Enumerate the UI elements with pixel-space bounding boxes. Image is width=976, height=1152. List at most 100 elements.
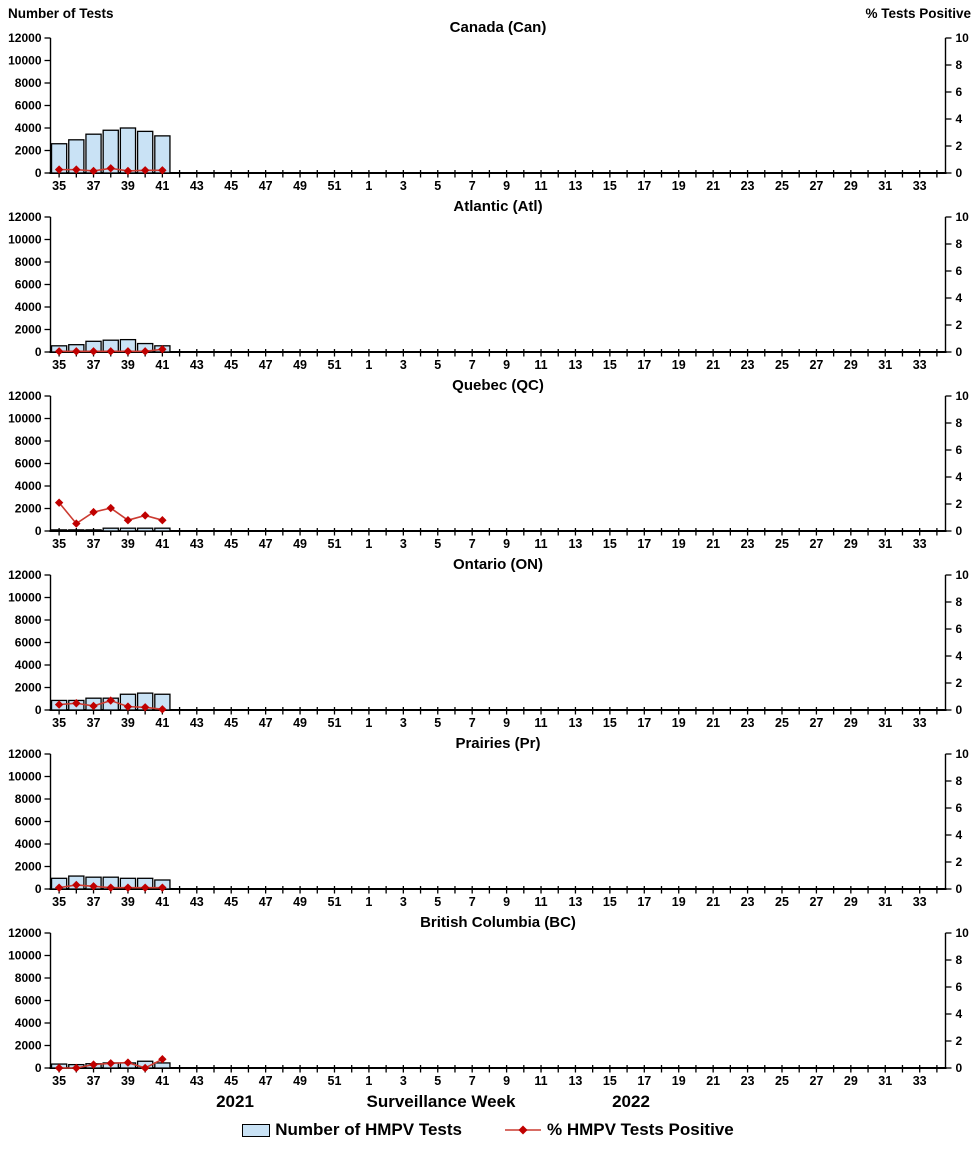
- x-tick-label: 3: [400, 1074, 407, 1086]
- left-tick-label: 2000: [15, 144, 42, 158]
- left-tick-label: 2000: [15, 502, 42, 516]
- x-tick-label: 33: [913, 895, 927, 907]
- left-tick-label: 6000: [15, 636, 42, 650]
- x-tick-label: 37: [87, 1074, 101, 1086]
- x-tick-label: 51: [328, 179, 342, 191]
- left-tick-label: 10000: [8, 412, 42, 426]
- pct-positive-marker: [54, 498, 64, 507]
- right-tick-label: 0: [956, 882, 963, 896]
- x-tick-label: 17: [637, 537, 651, 549]
- right-tick-label: 10: [956, 568, 970, 582]
- right-tick-label: 4: [956, 649, 963, 663]
- x-tick-label: 49: [293, 179, 307, 191]
- x-tick-label: 43: [190, 895, 204, 907]
- right-tick-label: 10: [956, 31, 970, 45]
- x-tick-label: 1: [365, 537, 372, 549]
- legend-item-pct: % HMPV Tests Positive: [504, 1120, 734, 1140]
- x-tick-label: 39: [121, 895, 135, 907]
- x-tick-label: 43: [190, 716, 204, 728]
- left-tick-label: 6000: [15, 815, 42, 829]
- panel-prairies: Prairies (Pr) 0 2000 4000 6000 8000 10000 12000…: [0, 728, 976, 907]
- chart-panels: Canada (Can) 0 2000 4000 6000 8000 10000 12000 0…: [0, 12, 976, 1086]
- right-tick-label: 4: [956, 1007, 963, 1021]
- x-tick-label: 23: [741, 1074, 755, 1086]
- panel-title-canada: Canada (Can): [450, 19, 547, 36]
- x-tick-label: 23: [741, 537, 755, 549]
- x-tick-label: 45: [224, 358, 238, 370]
- x-tick-label: 29: [844, 1074, 858, 1086]
- x-tick-label: 15: [603, 1074, 617, 1086]
- right-tick-label: 2: [956, 855, 963, 869]
- pct-positive-marker: [72, 1063, 81, 1073]
- left-tick-label: 6000: [15, 457, 42, 471]
- left-tick-label: 10000: [8, 54, 42, 68]
- legend-tests-label: Number of HMPV Tests: [275, 1120, 462, 1139]
- tests-bar: [154, 527, 171, 532]
- x-tick-label: 39: [121, 716, 135, 728]
- tests-bar: [50, 529, 68, 532]
- pct-positive-marker: [158, 516, 167, 525]
- x-tick-label: 17: [637, 179, 651, 191]
- pct-positive-marker: [123, 166, 133, 176]
- x-tick-label: 15: [603, 716, 617, 728]
- chart-canvas-british-columbia: British Columbia (BC)0200040006000800010…: [8, 914, 970, 1086]
- x-tick-label: 13: [568, 895, 582, 907]
- x-tick-label: 27: [809, 1074, 823, 1086]
- right-tick-label: 0: [956, 166, 963, 180]
- x-tick-label: 29: [844, 358, 858, 370]
- right-tick-label: 6: [956, 801, 963, 815]
- x-tick-label: 29: [844, 716, 858, 728]
- left-tick-label: 10000: [8, 770, 42, 784]
- x-tick-label: 7: [469, 179, 476, 191]
- x-tick-label: 47: [259, 537, 273, 549]
- x-tick-label: 21: [706, 179, 720, 191]
- right-tick-label: 8: [956, 774, 963, 788]
- left-tick-label: 6000: [15, 99, 42, 113]
- x-tick-label: 21: [706, 716, 720, 728]
- x-tick-label: 19: [672, 895, 686, 907]
- x-tick-label: 43: [190, 1074, 204, 1086]
- x-tick-label: 3: [400, 358, 407, 370]
- x-tick-label: 39: [121, 1074, 135, 1086]
- x-tick-label: 45: [224, 716, 238, 728]
- x-tick-label: 19: [672, 1074, 686, 1086]
- x-tick-label: 7: [469, 537, 476, 549]
- left-tick-label: 4000: [15, 1016, 42, 1030]
- x-tick-label: 37: [87, 537, 101, 549]
- x-tick-label: 9: [503, 895, 510, 907]
- x-tick-label: 37: [87, 895, 101, 907]
- left-tick-label: 0: [35, 166, 42, 180]
- x-tick-label: 49: [293, 716, 307, 728]
- pct-positive-marker: [72, 347, 81, 356]
- right-tick-label: 4: [956, 828, 963, 842]
- right-tick-label: 0: [956, 703, 963, 717]
- x-tick-label: 35: [52, 179, 66, 191]
- panel-ontario: Ontario (ON) 0 2000 4000 6000 8000 10000 12000 0…: [0, 549, 976, 728]
- x-tick-label: 35: [52, 716, 66, 728]
- legend: Number of HMPV Tests % HMPV Tests Positi…: [0, 1120, 976, 1140]
- x-tick-label: 31: [878, 895, 892, 907]
- left-tick-label: 8000: [15, 613, 42, 627]
- x-tick-label: 21: [706, 537, 720, 549]
- right-tick-label: 10: [956, 926, 970, 940]
- left-tick-label: 10000: [8, 949, 42, 963]
- x-tick-label: 51: [328, 358, 342, 370]
- pct-positive-marker: [158, 345, 167, 354]
- pct-positive-marker: [54, 347, 64, 356]
- tests-bar: [85, 529, 102, 532]
- x-tick-label: 33: [913, 537, 927, 549]
- pct-positive-marker: [106, 164, 115, 173]
- x-tick-label: 31: [878, 179, 892, 191]
- right-tick-label: 10: [956, 389, 970, 403]
- pct-positive-marker: [158, 166, 167, 175]
- left-tick-label: 0: [35, 345, 42, 359]
- panel-title-atlantic: Atlantic (Atl): [453, 198, 542, 215]
- x-tick-label: 5: [434, 358, 441, 370]
- pct-positive-marker: [106, 347, 115, 356]
- x-tick-label: 25: [775, 716, 789, 728]
- x-tick-label: 9: [503, 179, 510, 191]
- x-tick-label: 49: [293, 537, 307, 549]
- x-tick-label: 51: [328, 1074, 342, 1086]
- left-tick-label: 0: [35, 703, 42, 717]
- pct-positive-marker: [72, 699, 81, 708]
